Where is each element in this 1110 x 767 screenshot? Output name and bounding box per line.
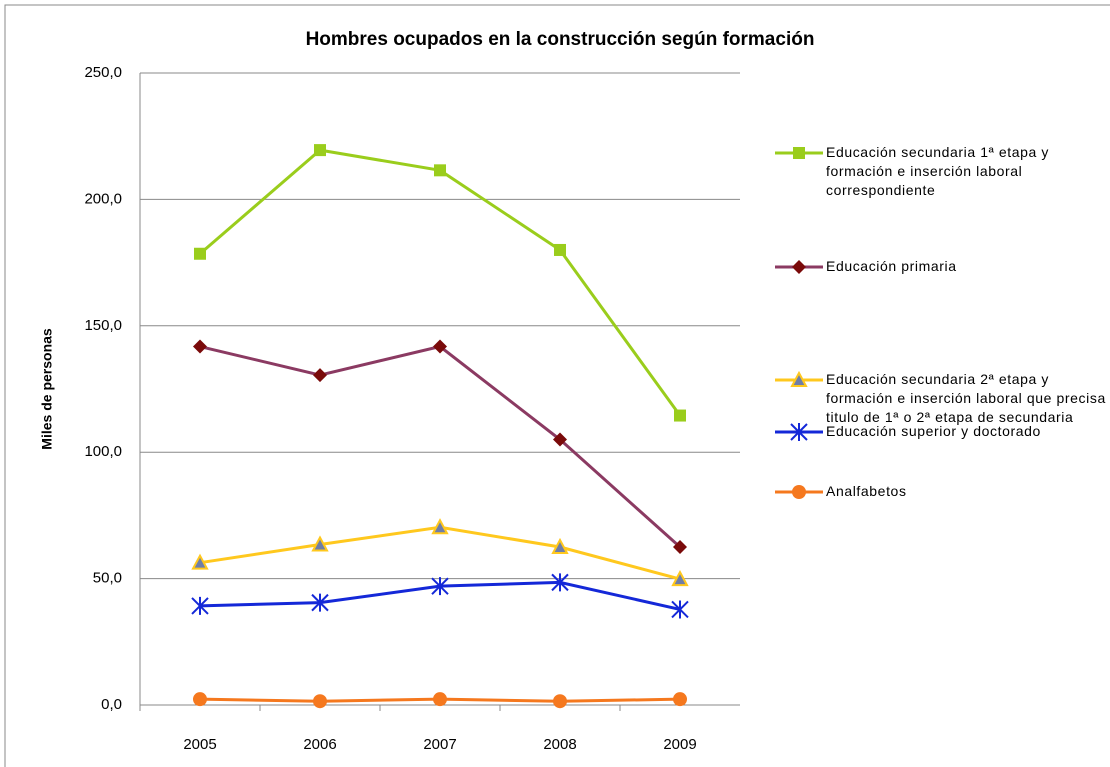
legend-label: Educación superior y doctorado: [826, 423, 1041, 439]
chart-border: [4, 4, 1110, 767]
legend-item: Educación secundaria 2ª etapa y formació…: [826, 371, 1106, 425]
marker: [792, 485, 806, 499]
legend-label: Educación secundaria 2ª etapa y formació…: [826, 371, 1106, 425]
marker: [311, 535, 329, 552]
x-tick-label: 2008: [543, 736, 576, 753]
marker: [191, 596, 209, 615]
y-axis-label: Miles de personas: [39, 328, 55, 450]
marker: [671, 569, 689, 587]
x-tick-label: 2006: [303, 736, 336, 753]
marker: [433, 692, 447, 707]
y-tick-label: 0,0: [101, 696, 122, 713]
y-tick-label: 100,0: [84, 443, 122, 460]
marker: [673, 540, 687, 554]
marker: [193, 692, 207, 707]
legend-label: Educación primaria: [826, 258, 957, 274]
marker: [551, 537, 569, 554]
marker: [674, 409, 686, 422]
legend-item: Analfabetos: [826, 483, 907, 499]
legend-label: Educación secundaria 1ª etapa y formació…: [826, 144, 1050, 198]
marker: [790, 370, 808, 387]
marker: [792, 260, 806, 274]
marker: [790, 423, 808, 441]
legend-item: Educación secundaria 1ª etapa y formació…: [826, 144, 1050, 198]
legend-label: Analfabetos: [826, 483, 907, 499]
marker: [433, 339, 447, 354]
y-tick-label: 50,0: [93, 570, 122, 587]
x-tick-label: 2009: [663, 736, 696, 753]
marker: [431, 518, 449, 535]
chart-title: Hombres ocupados en la construcción segú…: [306, 29, 815, 50]
legend-item: Educación primaria: [826, 258, 957, 274]
y-tick-label: 150,0: [84, 317, 122, 334]
marker: [434, 164, 446, 177]
marker: [313, 368, 327, 383]
marker: [554, 243, 566, 256]
legend-item: Educación superior y doctorado: [826, 423, 1041, 439]
marker: [673, 692, 687, 707]
marker: [311, 593, 329, 612]
marker: [793, 147, 805, 159]
marker: [314, 144, 326, 157]
x-tick-label: 2007: [423, 736, 456, 753]
x-tick-label: 2005: [183, 736, 216, 753]
marker: [431, 577, 449, 596]
marker: [553, 694, 567, 709]
marker: [191, 553, 209, 570]
marker: [671, 600, 689, 619]
marker: [194, 247, 206, 260]
marker: [551, 573, 569, 592]
marker: [553, 432, 567, 447]
marker: [193, 339, 207, 354]
marker: [313, 694, 327, 709]
y-tick-label: 250,0: [84, 64, 122, 81]
y-tick-label: 200,0: [84, 190, 122, 207]
